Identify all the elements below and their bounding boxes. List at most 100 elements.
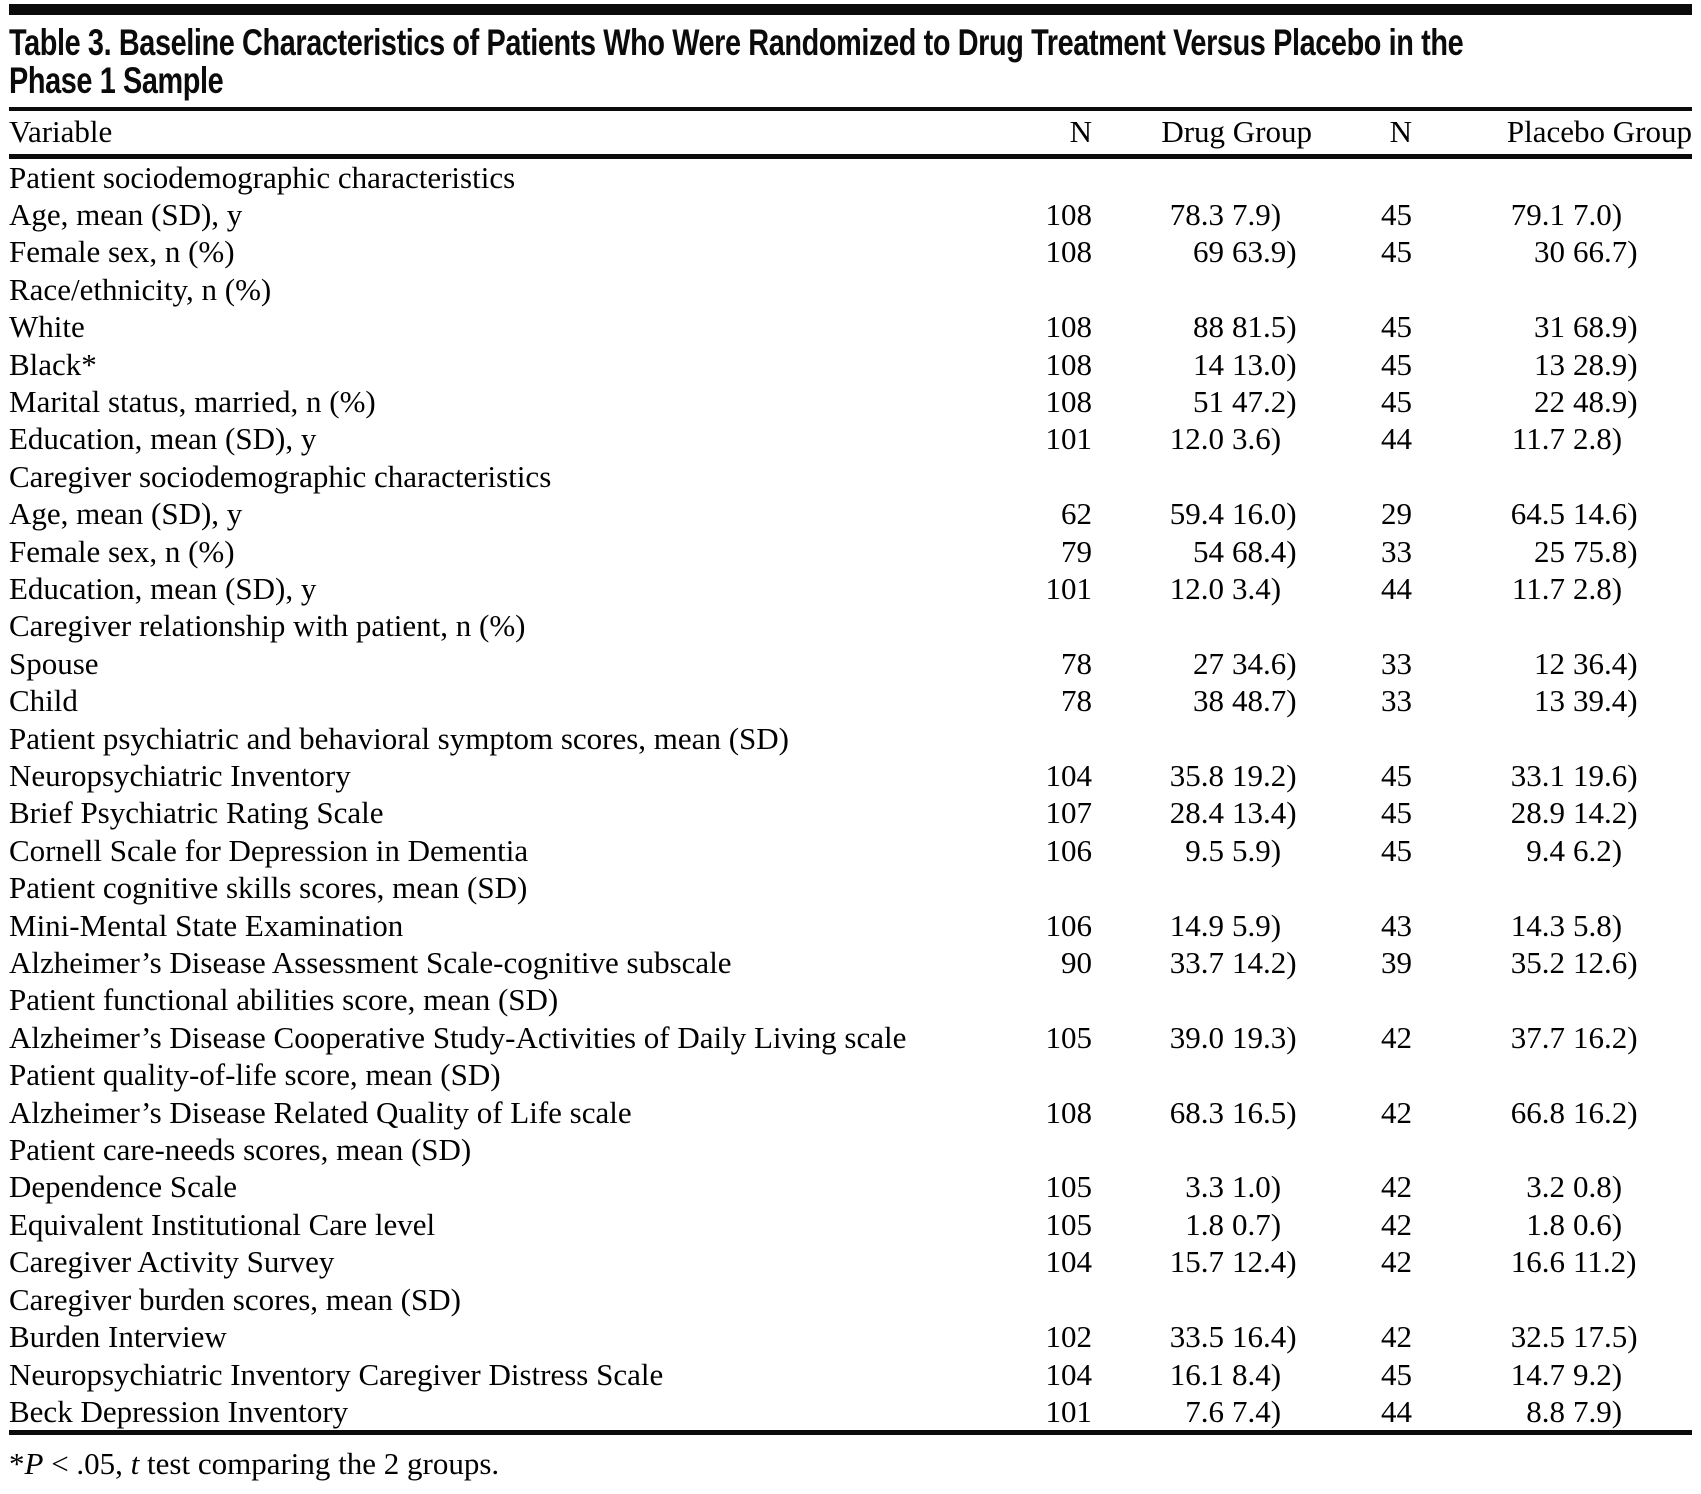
table-row: Age, mean (SD), y 108 78.3 7.9) 45 79.1 7.0): [9, 196, 1692, 233]
row-label: Caregiver burden scores, mean (SD): [9, 1281, 461, 1317]
drug-n-value: 105: [1045, 1206, 1093, 1242]
row-label: Patient quality-of-life score, mean (SD): [9, 1057, 501, 1093]
table-row: Black* 108 14 13.0) 45 13 28.9): [9, 346, 1692, 383]
table-title-line-1: Table 3. Baseline Characteristics of Pat…: [9, 22, 1464, 63]
drug-n-value: 78: [1061, 683, 1092, 719]
table-row: Neuropsychiatric Inventory Caregiver Dis…: [9, 1356, 1692, 1393]
drug-group-value: [1092, 869, 1312, 906]
drug-group-value: 9.5 5.9): [1185, 832, 1282, 868]
row-label: Age, mean (SD), y: [9, 196, 243, 232]
placebo-group-value: 14.7 9.2): [1510, 1356, 1623, 1392]
placebo-n-value: 45: [1381, 795, 1412, 831]
drug-group-value: 33.7 14.2): [1169, 945, 1297, 981]
placebo-group-value: 37.7 16.2): [1510, 1019, 1638, 1055]
column-header-n-drug: N: [1000, 109, 1092, 159]
drug-n-value: [1000, 981, 1092, 1018]
placebo-n-value: [1312, 271, 1412, 308]
drug-n-value: 104: [1045, 1356, 1093, 1392]
table-title-line-2: Phase 1 Sample: [9, 60, 224, 101]
placebo-n-value: [1312, 607, 1412, 644]
section-row: Patient quality-of-life score, mean (SD): [9, 1056, 1692, 1093]
drug-group-value: 27 34.6): [1193, 645, 1297, 681]
placebo-group-value: 35.2 12.6): [1510, 945, 1638, 981]
table-row: Beck Depression Inventory 101 7.6 7.4) 44 8.8…: [9, 1393, 1692, 1433]
drug-n-value: 101: [1045, 570, 1093, 606]
placebo-group-value: 66.8 16.2): [1510, 1094, 1638, 1130]
placebo-n-value: 42: [1381, 1019, 1412, 1055]
drug-group-value: 33.5 16.4): [1169, 1319, 1297, 1355]
placebo-group-value: [1412, 1281, 1692, 1318]
row-label: Patient psychiatric and behavioral sympt…: [9, 720, 789, 756]
placebo-group-value: 9.4 6.2): [1526, 832, 1623, 868]
row-label: White: [9, 309, 85, 345]
drug-n-value: 108: [1045, 196, 1093, 232]
placebo-group-value: 25 75.8): [1534, 533, 1638, 569]
placebo-n-value: [1312, 1281, 1412, 1318]
drug-group-value: 88 81.5): [1193, 309, 1297, 345]
placebo-n-value: 42: [1381, 1319, 1412, 1355]
placebo-n-value: 44: [1381, 421, 1412, 457]
placebo-n-value: [1312, 869, 1412, 906]
footnote-asterisk: *: [9, 1446, 25, 1482]
row-label: Caregiver Activity Survey: [9, 1244, 335, 1280]
placebo-n-value: [1312, 1056, 1412, 1093]
table-row: White 108 88 81.5) 45 31 68.9): [9, 308, 1692, 345]
drug-n-value: 107: [1045, 795, 1093, 831]
placebo-group-value: 22 48.9): [1534, 383, 1638, 419]
placebo-n-value: 42: [1381, 1094, 1412, 1130]
drug-n-value: 108: [1045, 1094, 1093, 1130]
drug-n-value: 102: [1045, 1319, 1093, 1355]
drug-n-value: [1000, 607, 1092, 644]
drug-group-value: [1092, 1131, 1312, 1168]
placebo-group-value: 64.5 14.6): [1510, 496, 1638, 532]
drug-n-value: [1000, 156, 1092, 196]
drug-group-value: [1092, 720, 1312, 757]
placebo-group-value: 31 68.9): [1534, 309, 1638, 345]
row-label: Cornell Scale for Depression in Dementia: [9, 832, 529, 868]
row-label: Education, mean (SD), y: [9, 570, 317, 606]
placebo-n-value: 33: [1381, 533, 1412, 569]
placebo-group-value: [1412, 1056, 1692, 1093]
placebo-group-value: 13 39.4): [1534, 683, 1638, 719]
drug-group-value: [1092, 156, 1312, 196]
placebo-group-value: 11.7 2.8): [1511, 570, 1623, 606]
row-label: Patient care-needs scores, mean (SD): [9, 1132, 472, 1168]
drug-group-value: 28.4 13.4): [1169, 795, 1297, 831]
table-row: Education, mean (SD), y 101 12.0 3.6) 44 11.7…: [9, 420, 1692, 457]
table-row: Alzheimer’s Disease Cooperative Study-Ac…: [9, 1019, 1692, 1056]
placebo-n-value: 45: [1381, 234, 1412, 270]
drug-group-value: 14 13.0): [1193, 346, 1297, 382]
placebo-group-value: 8.8 7.9): [1526, 1393, 1623, 1429]
section-row: Caregiver relationship with patient, n (…: [9, 607, 1692, 644]
row-label: Female sex, n (%): [9, 533, 235, 569]
drug-group-value: 16.1 8.4): [1169, 1356, 1282, 1392]
drug-n-value: 108: [1045, 346, 1093, 382]
drug-group-value: 15.7 12.4): [1169, 1244, 1297, 1280]
placebo-group-value: 14.3 5.8): [1510, 907, 1623, 943]
drug-group-value: 68.3 16.5): [1169, 1094, 1297, 1130]
table-footnote: *P < .05, t test comparing the 2 groups.: [9, 1447, 1692, 1481]
drug-n-value: [1000, 458, 1092, 495]
table-row: Mini-Mental State Examination 106 14.9 5.9)…: [9, 907, 1692, 944]
row-label: Burden Interview: [9, 1319, 227, 1355]
drug-n-value: 78: [1061, 645, 1092, 681]
placebo-group-value: 11.7 2.8): [1511, 421, 1623, 457]
placebo-n-value: 42: [1381, 1169, 1412, 1205]
drug-group-value: 38 48.7): [1193, 683, 1297, 719]
top-rule-bar: [9, 4, 1692, 15]
table-row: Spouse 78 27 34.6) 33 12 36.4): [9, 645, 1692, 682]
drug-n-value: 62: [1061, 496, 1092, 532]
row-label: Mini-Mental State Examination: [9, 907, 404, 943]
drug-group-value: 12.0 3.6): [1169, 421, 1282, 457]
placebo-group-value: [1412, 458, 1692, 495]
drug-group-value: 14.9 5.9): [1169, 907, 1282, 943]
footnote-text: test comparing the 2 groups.: [139, 1446, 500, 1482]
placebo-n-value: 44: [1381, 570, 1412, 606]
drug-group-value: [1092, 607, 1312, 644]
table-row: Female sex, n (%) 108 69 63.9) 45 30 66.7): [9, 233, 1692, 270]
header-row: Variable N Drug Group N Placebo Group: [9, 109, 1692, 159]
drug-n-value: [1000, 1281, 1092, 1318]
section-row: Patient sociodemographic characteristics: [9, 156, 1692, 196]
drug-n-value: 108: [1045, 234, 1093, 270]
table-row: Race/ethnicity, n (%): [9, 271, 1692, 308]
